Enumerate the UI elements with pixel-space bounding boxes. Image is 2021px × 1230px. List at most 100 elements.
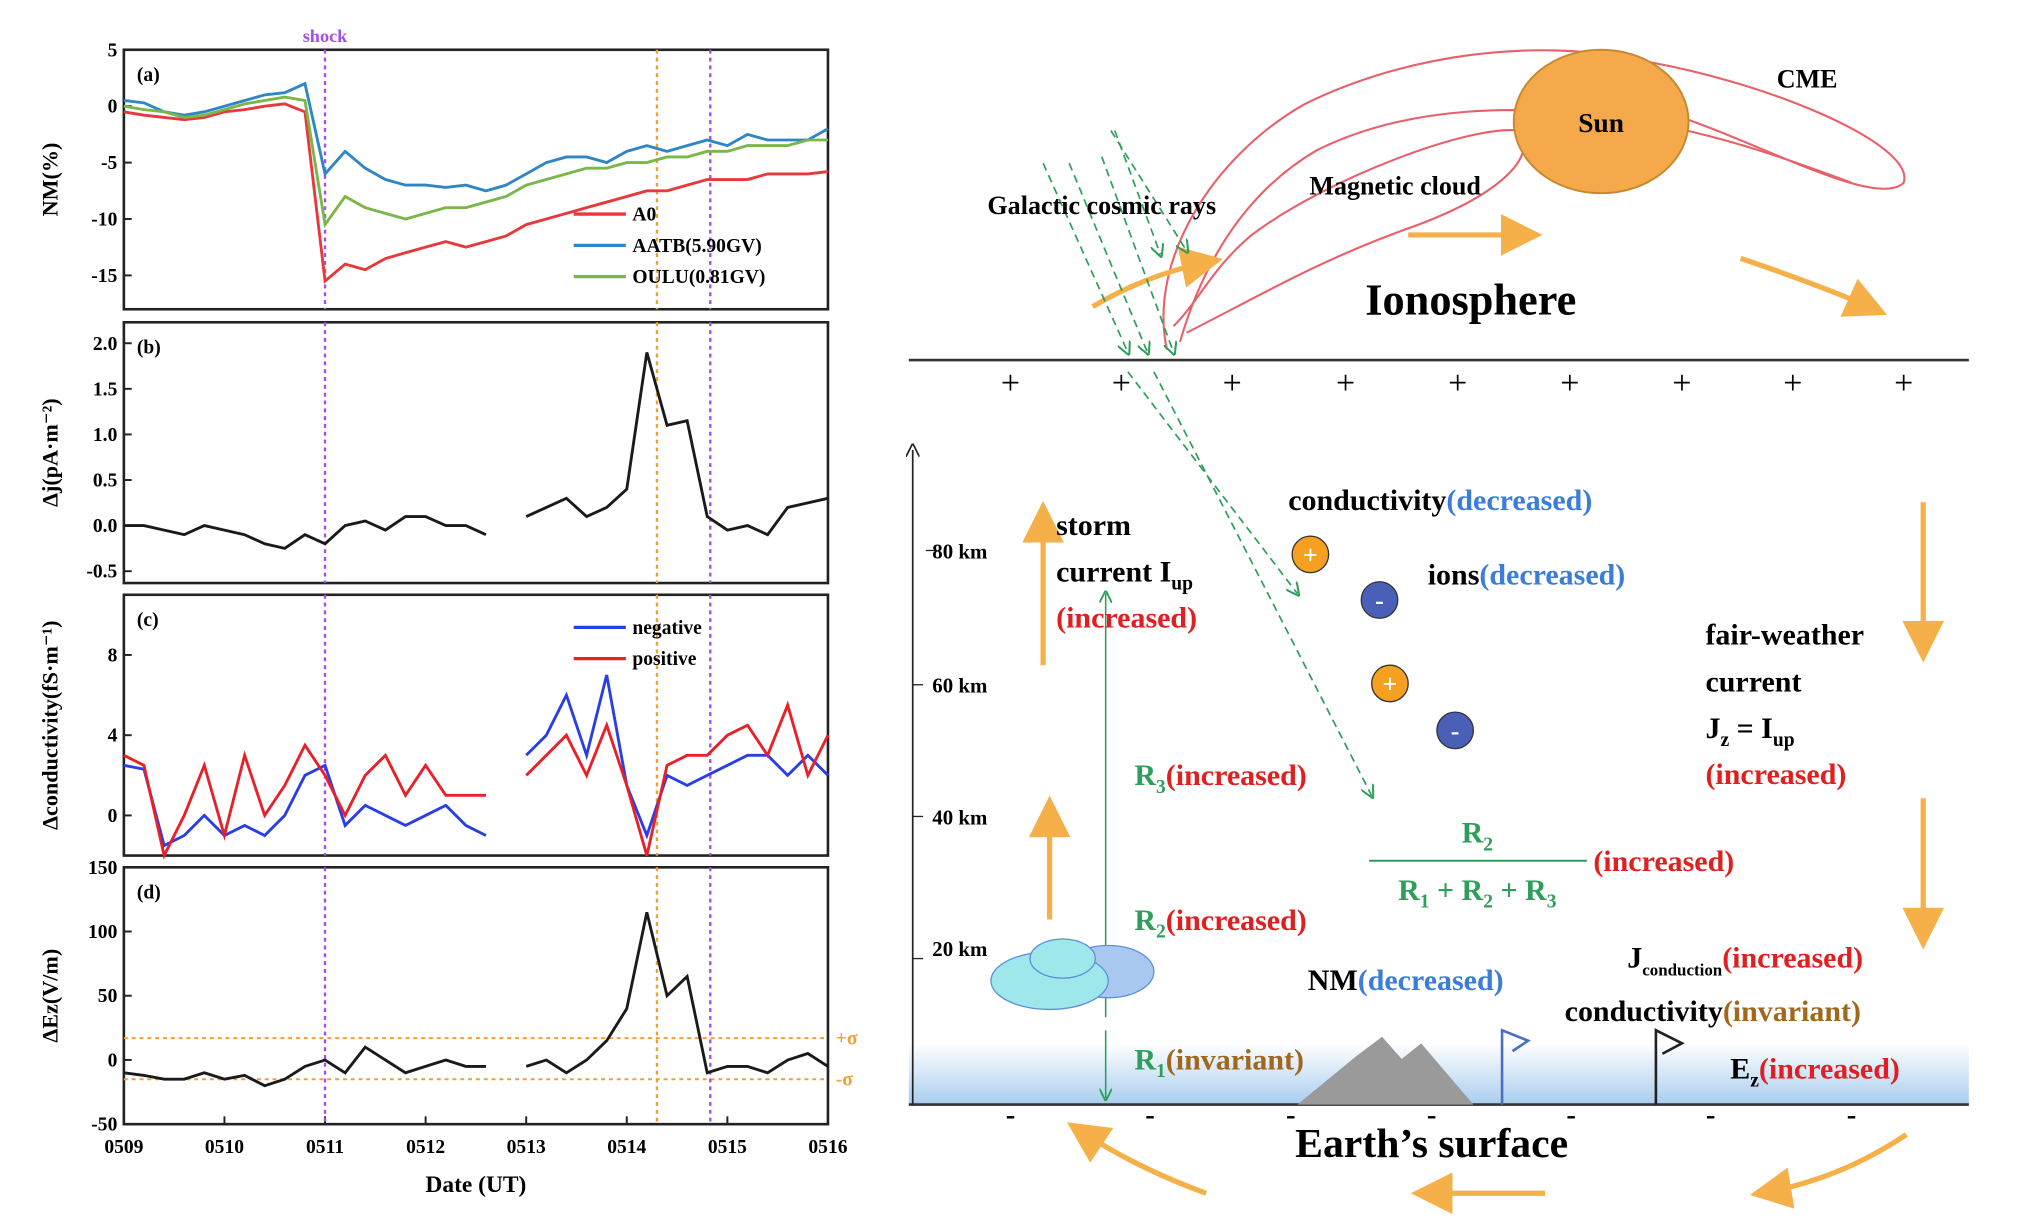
y-axis-label: Δconductivity(fS·m⁻¹) (37, 620, 62, 829)
y-tick-label: 150 (88, 858, 118, 879)
plus-sign: + (1560, 365, 1579, 402)
storm-label: current Iup (1056, 556, 1193, 595)
minus-sign: - (1145, 1099, 1155, 1131)
ion-sign: - (1451, 717, 1460, 746)
plus-sign: + (1336, 365, 1355, 402)
minus-sign: - (1847, 1099, 1857, 1131)
x-tick-label: 0511 (306, 1137, 344, 1158)
sigma-label: +σ (836, 1029, 858, 1050)
minus-sign: - (1706, 1099, 1716, 1131)
status: (increased) (1759, 1053, 1900, 1086)
y-tick-label: 5 (108, 40, 118, 61)
text: R (1462, 817, 1484, 850)
x-tick-label: 0509 (104, 1137, 143, 1158)
subscript: up (1773, 730, 1795, 751)
ray (1042, 162, 1128, 352)
sigma-label: -σ (836, 1070, 854, 1091)
x-tick-label: 0516 (808, 1137, 847, 1158)
y-tick-label: 100 (88, 922, 118, 943)
minus-sign: - (1286, 1099, 1296, 1131)
r3-label: R3(increased) (1134, 759, 1306, 798)
text: R (1134, 904, 1156, 937)
panel-label: (a) (137, 65, 160, 86)
text: J (1705, 712, 1720, 745)
series-line (123, 81, 829, 193)
ions: + - + - (1291, 535, 1475, 750)
plus-sign: + (1894, 365, 1913, 402)
x-tick-label: 0512 (406, 1137, 445, 1158)
r1-label: R1(invariant) (1134, 1043, 1304, 1082)
ion-sign: + (1303, 540, 1318, 569)
status: (decreased) (1479, 558, 1625, 591)
ray (1153, 371, 1372, 796)
x-tick-label: 0510 (205, 1137, 244, 1158)
sun-label: Sun (1578, 108, 1624, 138)
ion-sign: + (1382, 670, 1397, 699)
j-conduction-label: Jconduction(increased) (1627, 942, 1863, 980)
y-axis-label: ΔEz(V/m) (37, 949, 62, 1043)
y-tick-label: 1.0 (93, 425, 118, 446)
text: NM (1308, 964, 1358, 997)
ion-sign: - (1375, 586, 1384, 615)
legend-label: A0 (632, 205, 656, 226)
storm-label: storm (1056, 509, 1131, 542)
y-tick-label: 0 (108, 97, 118, 118)
status: (increased) (1166, 904, 1307, 937)
y-tick-label: -0.5 (86, 562, 117, 583)
plot-frame (122, 48, 830, 311)
status: (invariant) (1723, 995, 1861, 1028)
subscript: 1 (1420, 892, 1430, 913)
flow-arrows (1022, 214, 1945, 1215)
series-line (123, 674, 829, 848)
arrow (1067, 1122, 1207, 1196)
diagram: + - + - + + + + + + + + + - - - - - - - Sun CME Magneti… (909, 48, 1969, 1215)
legend-label: positive (632, 649, 696, 670)
plot-frame (122, 593, 830, 857)
series-line (123, 95, 828, 229)
text: R (1398, 874, 1420, 907)
ratio-numerator: R2 (1462, 817, 1493, 856)
altitude-label: 80 km (932, 539, 988, 563)
sun (1512, 48, 1690, 195)
minus-sign: - (1006, 1099, 1016, 1131)
altitude-label: 40 km (932, 805, 988, 829)
y-tick-label: 8 (108, 645, 118, 666)
surface-label: Earth’s surface (1295, 1121, 1568, 1167)
y-tick-label: 0.5 (93, 471, 118, 492)
series-line (123, 352, 829, 550)
y-tick-label: 2.0 (93, 334, 118, 355)
ray (1068, 162, 1147, 352)
plus-sign: + (1001, 365, 1020, 402)
subscript: 2 (1483, 892, 1493, 913)
text: current I (1056, 556, 1171, 589)
arrow (1739, 255, 1888, 317)
x-tick-label: 0515 (708, 1137, 747, 1158)
text: conductivity (1565, 995, 1723, 1028)
fair-weather-eq: Jz = Iup (1705, 712, 1794, 751)
text: J (1627, 942, 1642, 975)
y-tick-label: -50 (91, 1115, 117, 1136)
storm-status: (increased) (1056, 601, 1197, 634)
plus-sign: + (1672, 365, 1691, 402)
text: + R (1430, 874, 1484, 907)
panel-label: (b) (137, 338, 161, 359)
ray (1114, 130, 1161, 255)
legend-label: negative (632, 618, 702, 639)
nm-label: NM(decreased) (1308, 964, 1504, 997)
series-line (123, 911, 829, 1088)
plot-frame (122, 865, 830, 1126)
fair-weather-label: fair-weather (1705, 618, 1864, 651)
ion-negative (1436, 711, 1475, 750)
y-axis-label: NM(%) (37, 143, 62, 217)
subscript: 3 (1156, 777, 1166, 798)
minus-sign: - (1427, 1099, 1437, 1131)
altitude-label: 60 km (932, 674, 988, 698)
subscript: z (1750, 1070, 1759, 1091)
ray (1110, 130, 1187, 251)
charge-signs: + + + + + + + + + - - - - - - - (1001, 365, 1913, 1131)
x-axis-label: Date (UT) (425, 1172, 526, 1198)
y-tick-label: 0.0 (93, 516, 118, 537)
plus-sign: + (1112, 365, 1131, 402)
y-tick-label: -5 (101, 153, 118, 174)
